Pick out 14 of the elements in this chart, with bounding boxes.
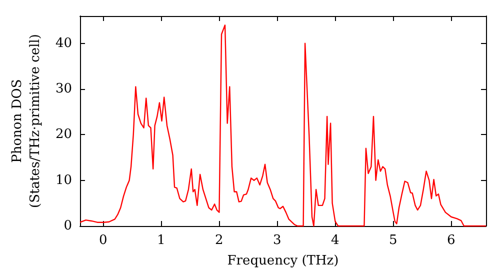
x-axis-title: Frequency (THz) [227,253,339,268]
y-axis-title: Phonon DOS (States/THz·primitive cell) [10,34,44,208]
x-tick-label: 0 [99,233,108,248]
x-tick-label: 2 [215,233,224,248]
y-tick-label: 20 [55,127,72,142]
x-tick-label: 4 [331,233,340,248]
x-tick-label: 1 [157,233,166,248]
y-tick-label: 10 [55,172,72,188]
x-tick-label: 5 [389,233,398,248]
y-tick-label: 30 [55,82,72,97]
x-tick-label: 3 [273,233,282,248]
y-tick-label: 0 [64,218,72,234]
x-tick-label: 6 [447,233,456,248]
y-tick-label: 40 [55,36,72,51]
